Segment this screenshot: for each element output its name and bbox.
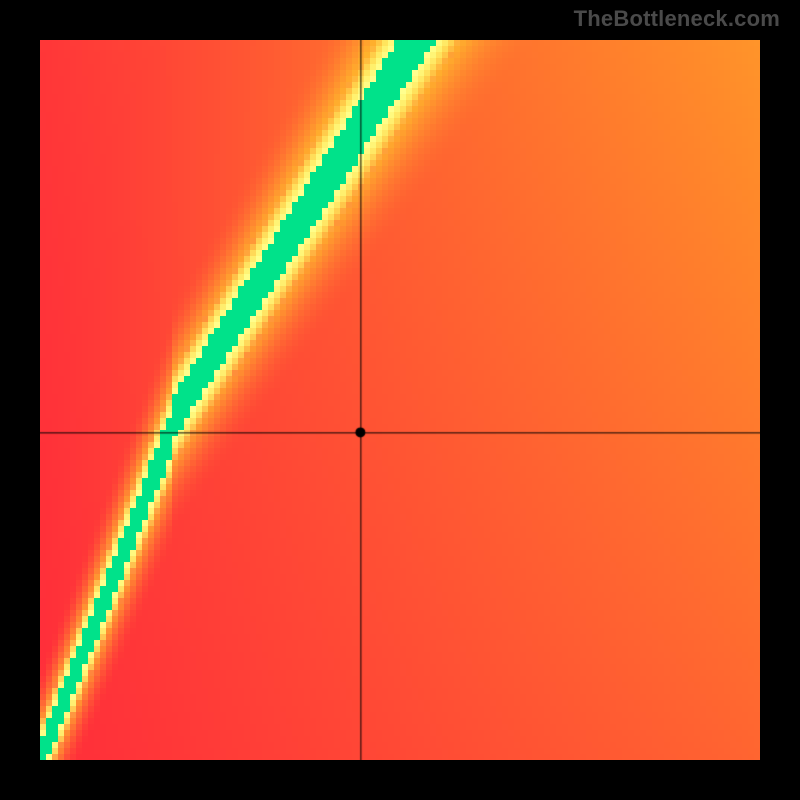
watermark-text: TheBottleneck.com xyxy=(574,6,780,32)
chart-container: { "watermark": "TheBottleneck.com", "wat… xyxy=(0,0,800,800)
crosshair-overlay xyxy=(40,40,760,760)
